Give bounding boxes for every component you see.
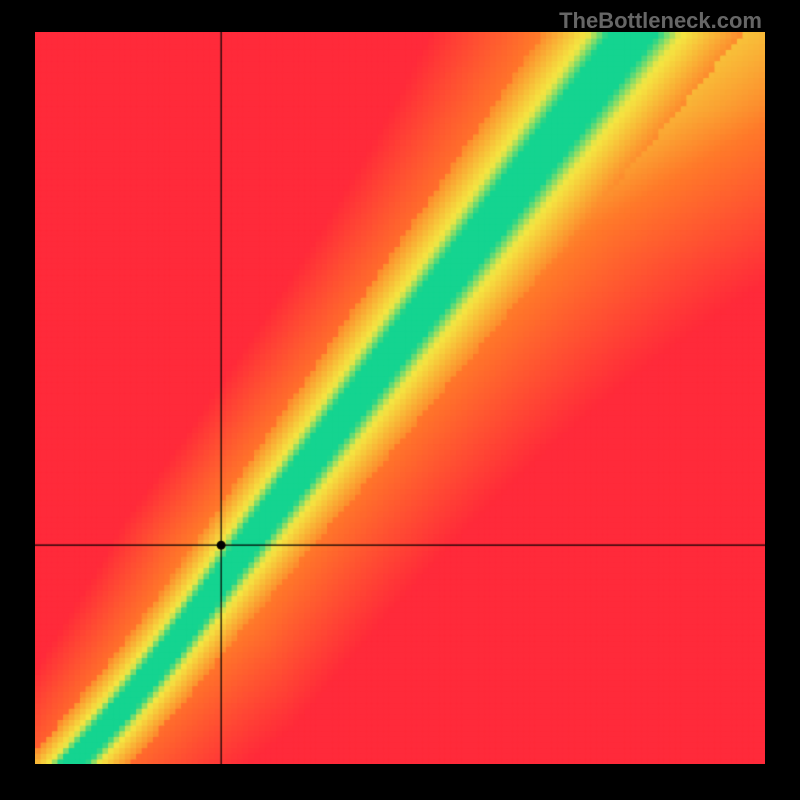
heatmap-canvas [35, 32, 765, 764]
chart-container: TheBottleneck.com [0, 0, 800, 800]
watermark-text: TheBottleneck.com [559, 8, 762, 34]
